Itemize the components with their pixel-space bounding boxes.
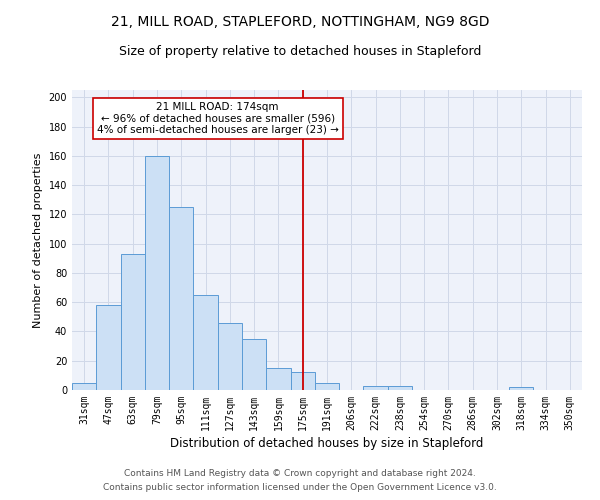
- X-axis label: Distribution of detached houses by size in Stapleford: Distribution of detached houses by size …: [170, 437, 484, 450]
- Bar: [509, 387, 533, 390]
- Text: 21, MILL ROAD, STAPLEFORD, NOTTINGHAM, NG9 8GD: 21, MILL ROAD, STAPLEFORD, NOTTINGHAM, N…: [111, 15, 489, 29]
- Text: Size of property relative to detached houses in Stapleford: Size of property relative to detached ho…: [119, 45, 481, 58]
- Bar: [169, 207, 193, 390]
- Bar: [96, 305, 121, 390]
- Bar: [218, 322, 242, 390]
- Bar: [72, 382, 96, 390]
- Bar: [193, 295, 218, 390]
- Bar: [121, 254, 145, 390]
- Bar: [290, 372, 315, 390]
- Text: Contains HM Land Registry data © Crown copyright and database right 2024.: Contains HM Land Registry data © Crown c…: [124, 468, 476, 477]
- Text: 21 MILL ROAD: 174sqm
← 96% of detached houses are smaller (596)
4% of semi-detac: 21 MILL ROAD: 174sqm ← 96% of detached h…: [97, 102, 338, 135]
- Text: Contains public sector information licensed under the Open Government Licence v3: Contains public sector information licen…: [103, 484, 497, 492]
- Bar: [266, 368, 290, 390]
- Bar: [364, 386, 388, 390]
- Bar: [388, 386, 412, 390]
- Y-axis label: Number of detached properties: Number of detached properties: [33, 152, 43, 328]
- Bar: [315, 382, 339, 390]
- Bar: [145, 156, 169, 390]
- Bar: [242, 339, 266, 390]
